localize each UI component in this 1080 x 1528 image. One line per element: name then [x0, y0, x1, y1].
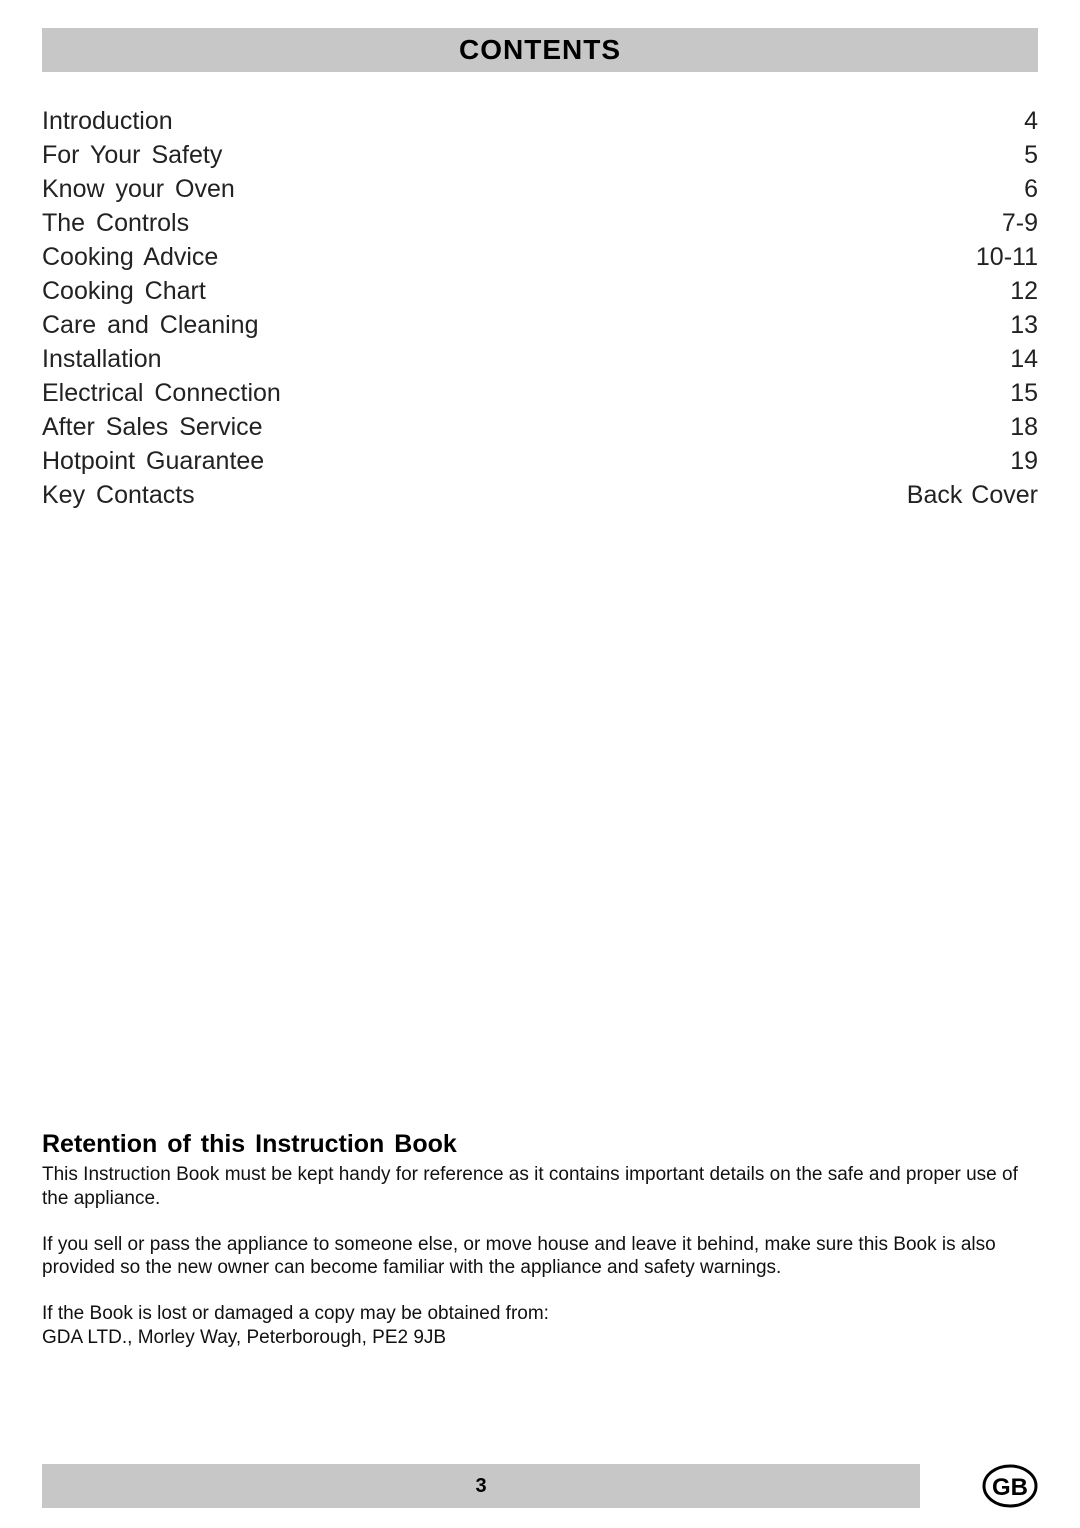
toc-item-page: 14	[1010, 342, 1038, 376]
toc-row: The Controls 7-9	[42, 206, 1038, 240]
page: CONTENTS Introduction 4 For Your Safety …	[0, 0, 1080, 1528]
retention-section: Retention of this Instruction Book This …	[42, 1130, 1038, 1350]
toc-row: Hotpoint Guarantee 19	[42, 444, 1038, 478]
retention-paragraph: If the Book is lost or damaged a copy ma…	[42, 1302, 1038, 1326]
toc-item-page: Back Cover	[907, 478, 1038, 512]
toc-row: Key Contacts Back Cover	[42, 478, 1038, 512]
retention-paragraph: This Instruction Book must be kept handy…	[42, 1163, 1038, 1211]
toc-item-page: 5	[1024, 138, 1038, 172]
toc-item-page: 18	[1010, 410, 1038, 444]
retention-paragraph: If you sell or pass the appliance to som…	[42, 1233, 1038, 1281]
toc-item-page: 12	[1010, 274, 1038, 308]
toc-item-page: 4	[1024, 104, 1038, 138]
toc-item-page: 19	[1010, 444, 1038, 478]
toc-item-title: After Sales Service	[42, 410, 263, 444]
toc-row: For Your Safety 5	[42, 138, 1038, 172]
retention-heading: Retention of this Instruction Book	[42, 1130, 1038, 1159]
toc-item-title: Cooking Advice	[42, 240, 218, 274]
toc-row: Cooking Chart 12	[42, 274, 1038, 308]
toc-item-page: 7-9	[1002, 206, 1038, 240]
toc-item-title: Electrical Connection	[42, 376, 281, 410]
toc-row: After Sales Service 18	[42, 410, 1038, 444]
toc-item-title: Cooking Chart	[42, 274, 206, 308]
toc-item-page: 10-11	[976, 240, 1038, 274]
toc-item-page: 6	[1024, 172, 1038, 206]
toc-item-page: 15	[1010, 376, 1038, 410]
toc-row: Cooking Advice 10-11	[42, 240, 1038, 274]
toc-item-title: Hotpoint Guarantee	[42, 444, 264, 478]
page-number: 3	[475, 1475, 486, 1498]
toc-item-title: For Your Safety	[42, 138, 222, 172]
toc-row: Know your Oven 6	[42, 172, 1038, 206]
toc-row: Installation 14	[42, 342, 1038, 376]
toc-item-title: Key Contacts	[42, 478, 195, 512]
page-title: CONTENTS	[459, 34, 621, 66]
country-badge-icon: GB	[982, 1458, 1038, 1514]
toc-item-title: Care and Cleaning	[42, 308, 258, 342]
toc-item-page: 13	[1010, 308, 1038, 342]
toc-item-title: Know your Oven	[42, 172, 235, 206]
country-badge-text: GB	[992, 1474, 1028, 1501]
toc-item-title: Installation	[42, 342, 162, 376]
toc-row: Introduction 4	[42, 104, 1038, 138]
footer-bar: 3	[42, 1464, 920, 1508]
retention-address: GDA LTD., Morley Way, Peterborough, PE2 …	[42, 1326, 1038, 1350]
toc-item-title: The Controls	[42, 206, 189, 240]
toc-item-title: Introduction	[42, 104, 173, 138]
toc-row: Care and Cleaning 13	[42, 308, 1038, 342]
table-of-contents: Introduction 4 For Your Safety 5 Know yo…	[42, 104, 1038, 512]
toc-row: Electrical Connection 15	[42, 376, 1038, 410]
header-bar: CONTENTS	[42, 28, 1038, 72]
